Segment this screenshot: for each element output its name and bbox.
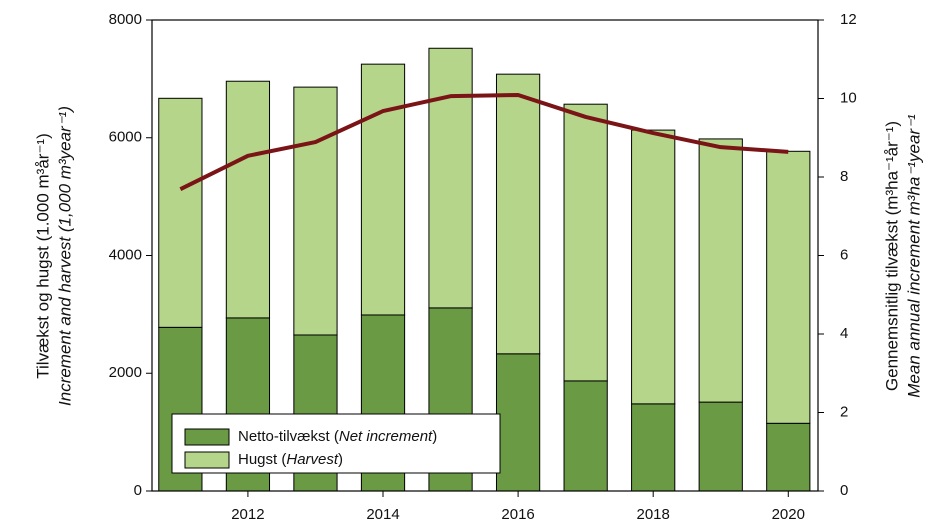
y2-axis-label: Gennemsnitlig tilvækst (m³ha⁻¹år⁻¹) xyxy=(882,121,901,391)
y-axis-label-en: Increment and harvest (1,000 m³year⁻¹) xyxy=(55,106,74,406)
x-tick-label: 2014 xyxy=(366,506,399,523)
bar xyxy=(766,150,811,424)
bar xyxy=(766,422,811,492)
y2-tick-label: 2 xyxy=(840,403,848,420)
y-tick-label: 0 xyxy=(134,482,142,499)
y2-tick-label: 8 xyxy=(840,168,848,185)
x-tick-label: 2020 xyxy=(772,506,805,523)
bar xyxy=(225,80,271,319)
legend-label: Hugst (Harvest) xyxy=(238,451,343,468)
legend-label: Netto-tilvækst (Net increment) xyxy=(238,428,437,445)
bar xyxy=(631,403,676,492)
y2-tick-label: 0 xyxy=(840,482,848,499)
line xyxy=(179,92,789,191)
y2-tick-label: 4 xyxy=(840,325,848,342)
bar xyxy=(495,73,541,355)
x-tick-label: 2016 xyxy=(501,506,534,523)
bar xyxy=(495,353,541,492)
y-axis-label: Tilvækst og hugst (1.000 m³år⁻¹) xyxy=(33,133,52,378)
legend-swatch xyxy=(184,428,230,446)
y2-tick-label: 6 xyxy=(840,246,848,263)
bar xyxy=(563,380,608,492)
y-tick-label: 6000 xyxy=(109,129,142,146)
y2-tick-label: 10 xyxy=(840,89,857,106)
bar xyxy=(428,47,473,309)
y-tick-label: 2000 xyxy=(109,364,142,381)
legend-swatch xyxy=(184,451,230,469)
bar xyxy=(360,63,406,316)
y-tick-label: 8000 xyxy=(109,11,142,28)
x-tick-label: 2018 xyxy=(637,506,670,523)
x-tick-label: 2012 xyxy=(231,506,264,523)
bar xyxy=(293,86,338,336)
bar xyxy=(563,103,608,382)
bar xyxy=(631,129,676,405)
bar xyxy=(698,138,743,403)
y-tick-label: 4000 xyxy=(109,246,142,263)
legend: Netto-tilvækst (Net increment) Hugst (Har… xyxy=(171,413,501,474)
bar xyxy=(698,401,743,492)
y2-axis-label-en: Mean annual increment m³ha⁻¹year⁻¹ xyxy=(904,114,923,398)
y2-tick-label: 12 xyxy=(840,11,857,28)
bar xyxy=(158,97,203,328)
